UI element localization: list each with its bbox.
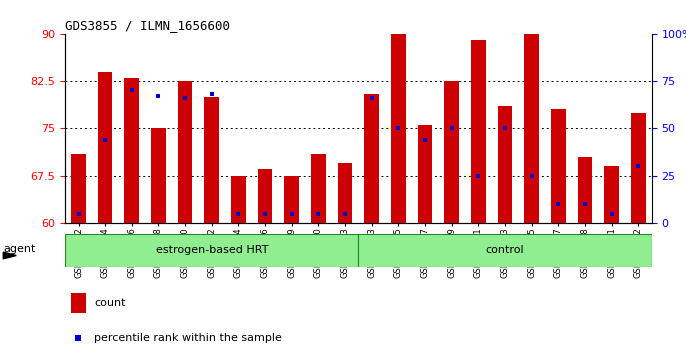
Bar [151,128,166,223]
Bar [631,113,646,223]
FancyBboxPatch shape [65,234,358,267]
Bar [258,169,272,223]
Bar [524,34,539,223]
Bar [471,40,486,223]
Bar [418,125,432,223]
Bar [124,78,139,223]
Bar [338,163,353,223]
Bar [285,176,299,223]
Polygon shape [3,252,16,259]
Bar [71,154,86,223]
Text: estrogen-based HRT: estrogen-based HRT [156,245,268,256]
Bar [204,97,219,223]
Bar [445,81,459,223]
Text: count: count [95,298,126,308]
Bar [98,72,113,223]
Bar [71,293,86,313]
Bar [578,157,593,223]
Text: percentile rank within the sample: percentile rank within the sample [95,333,283,343]
Bar [364,93,379,223]
Bar [551,109,566,223]
Text: control: control [486,245,524,256]
Bar [311,154,326,223]
FancyBboxPatch shape [358,234,652,267]
Bar [231,176,246,223]
Text: GDS3855 / ILMN_1656600: GDS3855 / ILMN_1656600 [65,19,230,33]
Text: agent: agent [3,244,36,254]
Bar [391,34,405,223]
Bar [604,166,619,223]
Bar [178,81,193,223]
Bar [498,106,512,223]
